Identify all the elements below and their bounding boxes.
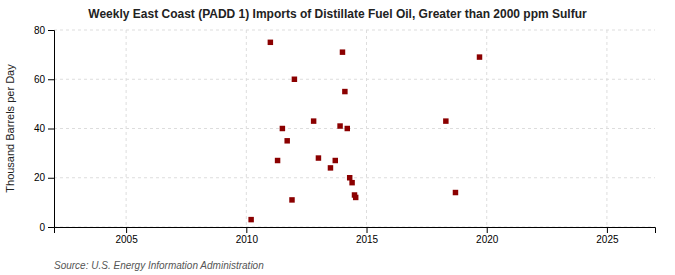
y-tick-mark: [48, 30, 54, 31]
x-tick-label: 2010: [236, 234, 259, 245]
x-tick: 2010: [236, 227, 259, 245]
point: [353, 195, 358, 200]
point: [275, 158, 280, 163]
annotation: Source: U.S. Energy Information Administ…: [54, 260, 264, 271]
grid-line-x: [606, 30, 607, 227]
x-tick-label: 2005: [115, 234, 138, 245]
x-tick: 2025: [596, 227, 619, 245]
grid-line-x: [366, 30, 367, 227]
y-tick: 0: [39, 222, 54, 233]
y-tick-label: 80: [34, 25, 46, 36]
point: [342, 89, 347, 94]
x-axis: 2005 2010 2015 2020 2025: [55, 227, 656, 245]
x-tick: 2020: [476, 227, 499, 245]
grid: [54, 30, 655, 227]
x-tick-label: 2025: [596, 234, 619, 245]
y-tick-mark: [48, 227, 54, 228]
y-tick: 20: [34, 172, 54, 183]
x-tick-mark: [246, 227, 247, 233]
point: [337, 123, 342, 128]
point: [289, 197, 294, 202]
x-tick: 2005: [115, 227, 138, 245]
point: [349, 180, 354, 185]
x-tick: 2015: [356, 227, 379, 245]
point: [284, 138, 289, 143]
point: [328, 165, 333, 170]
y-tick-mark: [48, 129, 54, 130]
point: [453, 190, 458, 195]
y-tick-label: 60: [34, 74, 46, 85]
x-axis-line: [55, 228, 656, 234]
x-tick-label: 2015: [356, 234, 379, 245]
grid-line-x: [126, 30, 127, 227]
point: [280, 126, 285, 131]
y-tick-label: 40: [34, 123, 46, 134]
y-axis: 0 20 40 60 80: [34, 25, 55, 233]
x-tick-mark: [607, 227, 608, 233]
y-tick: 40: [34, 123, 54, 134]
grid-line-x: [486, 30, 487, 227]
grid-line-y: [54, 177, 655, 178]
grid-line-y: [54, 128, 655, 129]
point: [268, 40, 273, 45]
plot: 2005 2010 2015 2020 2025 0 20 40 60 80: [34, 25, 656, 245]
grid-line-y: [54, 30, 655, 31]
point: [477, 54, 482, 59]
x-tick-mark: [126, 227, 127, 233]
point: [340, 49, 345, 54]
y-tick: 80: [34, 25, 54, 36]
y-tick-mark: [48, 79, 54, 80]
y-axis-title: Thousand Barrels per Day: [4, 64, 16, 193]
point: [345, 126, 350, 131]
title: Weekly East Coast (PADD 1) Imports of Di…: [88, 7, 587, 21]
y-tick: 60: [34, 74, 54, 85]
point: [316, 155, 321, 160]
y-tick-label: 0: [39, 222, 45, 233]
grid-line-y: [54, 79, 655, 80]
chart-svg: 2005 2010 2015 2020 2025 0 20 40 60 80 Weekly East…: [0, 0, 675, 275]
points: [248, 40, 482, 223]
chart-container: 2005 2010 2015 2020 2025 0 20 40 60 80 Weekly East…: [0, 0, 675, 275]
x-tick-mark: [367, 227, 368, 233]
point: [292, 77, 297, 82]
y-axis-line: [48, 31, 55, 228]
grid-line-x: [246, 30, 247, 227]
x-tick-mark: [487, 227, 488, 233]
point: [347, 175, 352, 180]
point: [443, 118, 448, 123]
y-tick-label: 20: [34, 172, 46, 183]
point: [311, 118, 316, 123]
x-tick-label: 2020: [476, 234, 499, 245]
y-tick-mark: [48, 178, 54, 179]
point: [248, 217, 253, 222]
point: [333, 158, 338, 163]
